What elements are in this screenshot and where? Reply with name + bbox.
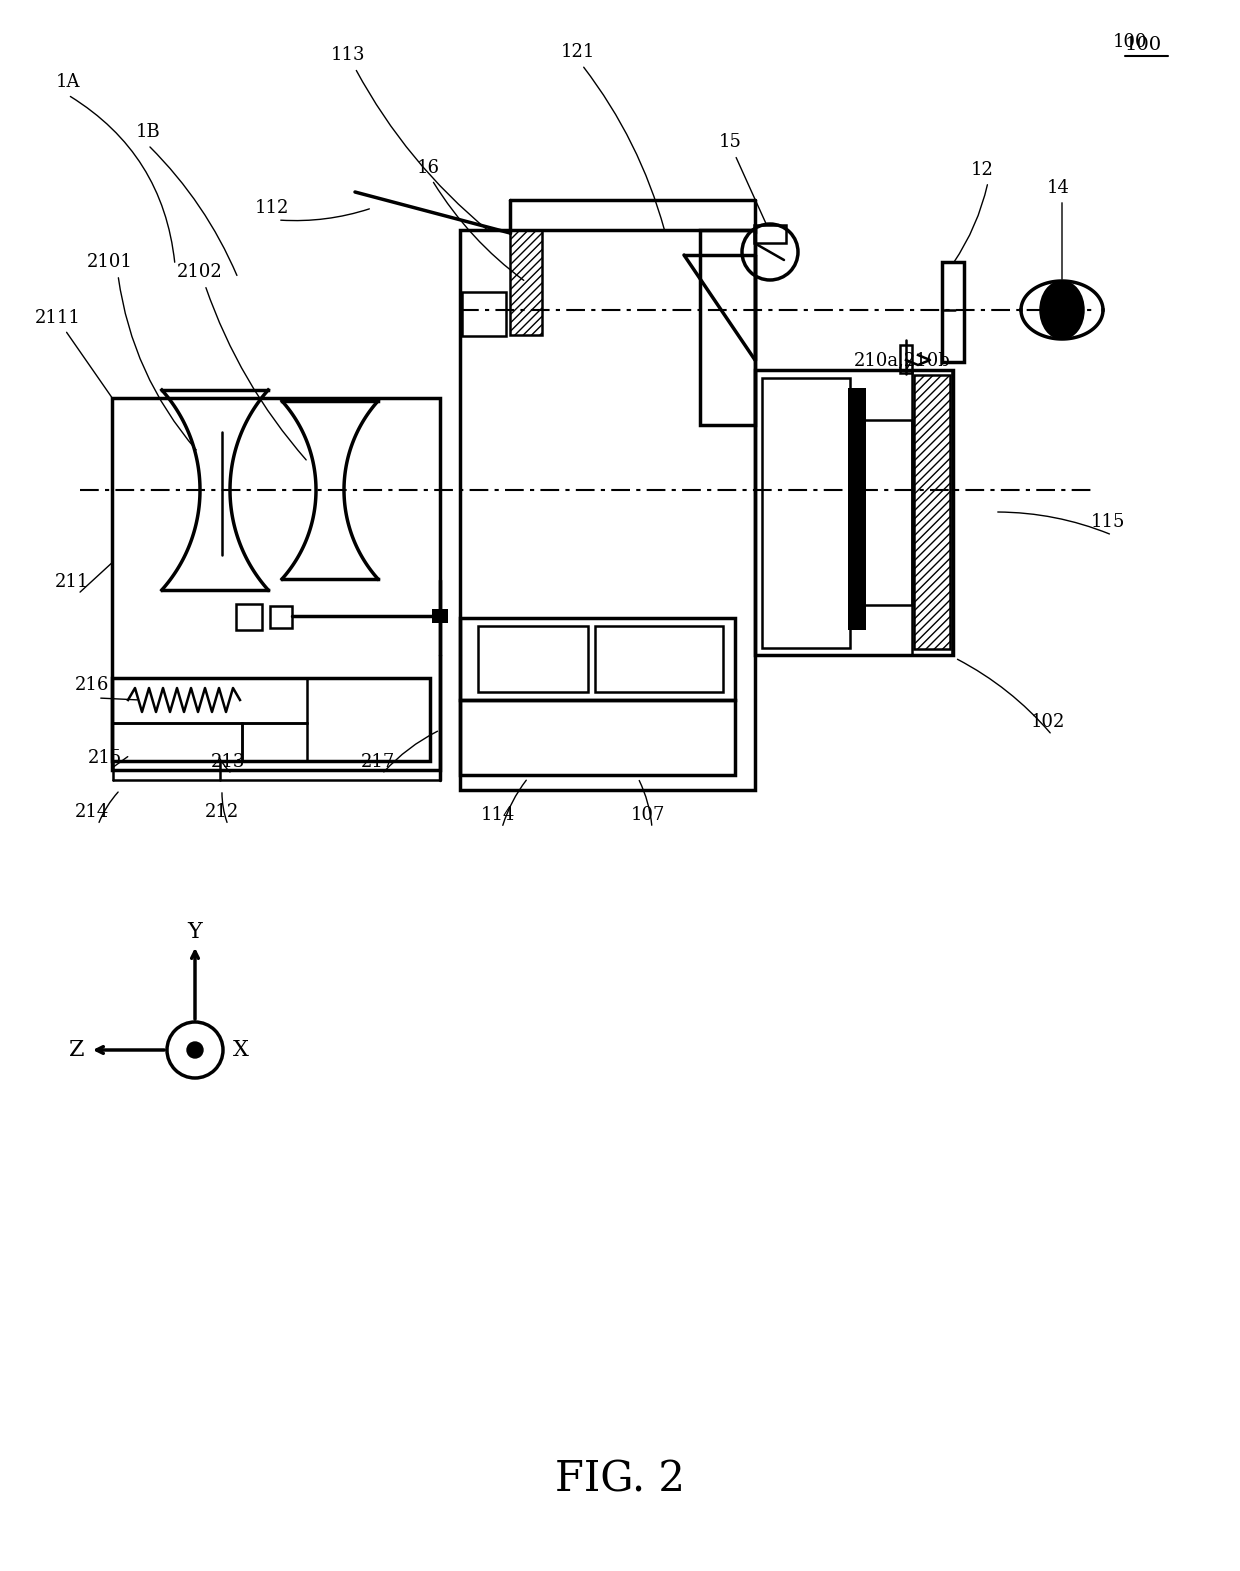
Circle shape: [187, 1042, 203, 1057]
Text: 212: 212: [205, 803, 239, 822]
Bar: [112, 723, 242, 760]
Text: Y: Y: [187, 921, 202, 943]
Bar: [595, 625, 723, 691]
Text: 215: 215: [88, 749, 122, 767]
Text: 100: 100: [1125, 36, 1162, 53]
Text: 107: 107: [631, 806, 665, 825]
Bar: [477, 625, 588, 691]
Bar: [755, 371, 954, 655]
Text: 214: 214: [74, 803, 109, 822]
Bar: [112, 397, 440, 770]
Bar: [460, 617, 735, 701]
Bar: [112, 679, 308, 723]
Bar: [900, 346, 911, 372]
Text: 2111: 2111: [35, 309, 81, 327]
Bar: [236, 603, 262, 630]
Bar: [510, 229, 542, 335]
Text: 113: 113: [331, 46, 366, 64]
Bar: [270, 606, 291, 628]
Text: 121: 121: [560, 42, 595, 61]
Bar: [763, 379, 849, 647]
Bar: [463, 292, 506, 336]
Text: 2101: 2101: [87, 253, 133, 272]
Text: 1B: 1B: [135, 123, 160, 141]
Bar: [754, 225, 786, 244]
Text: 213: 213: [211, 753, 246, 771]
Text: 210a,210b: 210a,210b: [853, 350, 950, 369]
Text: X: X: [233, 1038, 249, 1060]
Text: 15: 15: [718, 134, 742, 151]
Text: 100: 100: [1112, 33, 1147, 50]
Circle shape: [167, 1023, 223, 1078]
Bar: [460, 229, 755, 790]
Text: 102: 102: [1030, 713, 1065, 731]
Text: 115: 115: [1091, 514, 1125, 531]
Bar: [914, 375, 950, 649]
Bar: [849, 419, 911, 605]
Bar: [911, 371, 952, 655]
Text: 12: 12: [971, 160, 993, 179]
Text: 112: 112: [254, 200, 289, 217]
Text: 114: 114: [481, 806, 515, 825]
Text: 1A: 1A: [56, 72, 81, 91]
Text: 211: 211: [55, 573, 89, 591]
Text: 216: 216: [74, 676, 109, 694]
Bar: [848, 388, 866, 630]
Text: 2102: 2102: [177, 262, 223, 281]
Bar: [701, 229, 755, 426]
Bar: [432, 610, 448, 624]
Ellipse shape: [1042, 283, 1083, 338]
Bar: [460, 701, 735, 775]
Text: 217: 217: [361, 753, 396, 771]
Text: FIG. 2: FIG. 2: [556, 1459, 684, 1500]
Bar: [242, 723, 308, 760]
Text: Z: Z: [69, 1038, 84, 1060]
Text: 16: 16: [417, 159, 439, 178]
Bar: [942, 262, 963, 361]
Bar: [112, 679, 430, 760]
Text: 14: 14: [1047, 179, 1069, 196]
